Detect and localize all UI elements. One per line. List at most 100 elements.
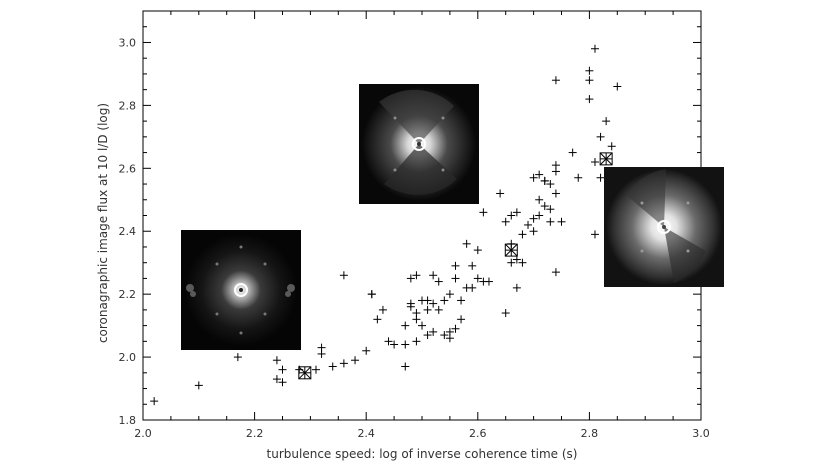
data-point <box>590 230 599 239</box>
data-point <box>557 217 566 226</box>
data-point <box>339 359 348 368</box>
data-point <box>529 214 538 223</box>
data-point <box>328 362 337 371</box>
data-point <box>613 82 622 91</box>
data-point <box>529 173 538 182</box>
data-point <box>390 340 399 349</box>
data-point <box>457 315 466 324</box>
data-point <box>524 220 533 229</box>
data-point <box>546 205 555 214</box>
data-point <box>362 346 371 355</box>
data-point <box>440 296 449 305</box>
data-point <box>512 283 521 292</box>
data-point <box>412 271 421 280</box>
data-point <box>429 299 438 308</box>
x-tick-label: 2.8 <box>581 427 599 440</box>
data-point <box>434 277 443 286</box>
data-point <box>351 356 360 365</box>
high-turbulence-coronagraphic-image <box>604 167 724 287</box>
data-point <box>574 173 583 182</box>
data-point <box>585 95 594 104</box>
x-tick-label: 3.0 <box>692 427 710 440</box>
data-point <box>568 148 577 157</box>
y-tick-label: 3.0 <box>119 36 137 49</box>
data-point <box>479 208 488 217</box>
data-point <box>311 365 320 374</box>
data-point <box>445 334 454 343</box>
data-point <box>194 381 203 390</box>
data-point <box>507 258 516 267</box>
data-point <box>412 337 421 346</box>
data-point <box>518 230 527 239</box>
data-point <box>546 180 555 189</box>
data-point <box>507 211 516 220</box>
data-point <box>551 189 560 198</box>
data-point <box>607 142 616 151</box>
data-point <box>429 271 438 280</box>
data-point <box>457 296 466 305</box>
data-point <box>501 217 510 226</box>
data-point <box>590 44 599 53</box>
data-point <box>473 274 482 283</box>
data-point <box>451 261 460 270</box>
data-point <box>451 274 460 283</box>
data-point <box>551 268 560 277</box>
highlighted-points <box>298 152 613 380</box>
data-point <box>540 176 549 185</box>
data-point <box>272 356 281 365</box>
data-point <box>496 189 505 198</box>
y-tick-label: 2.4 <box>119 225 137 238</box>
data-point <box>434 305 443 314</box>
data-point <box>412 315 421 324</box>
data-point <box>590 158 599 167</box>
highlighted-point <box>298 366 312 380</box>
data-point <box>451 324 460 333</box>
data-point <box>373 315 382 324</box>
data-point <box>535 195 544 204</box>
data-point <box>546 217 555 226</box>
data-point <box>378 305 387 314</box>
data-point <box>585 66 594 75</box>
data-point <box>406 274 415 283</box>
data-point <box>551 76 560 85</box>
data-point <box>602 117 611 126</box>
data-points <box>150 44 622 406</box>
axes: 2.0 2.2 2.4 2.6 2.8 3.01.82.02.22.42.62.83.0 <box>119 10 710 440</box>
y-tick-label: 2.8 <box>119 99 137 112</box>
x-tick-label: 2.4 <box>357 427 375 440</box>
data-point <box>406 299 415 308</box>
data-point <box>278 365 287 374</box>
y-tick-label: 2.6 <box>119 162 137 175</box>
data-point <box>585 76 594 85</box>
data-point <box>518 258 527 267</box>
data-point <box>596 132 605 141</box>
data-point <box>423 296 432 305</box>
data-point <box>512 255 521 264</box>
data-point <box>512 208 521 217</box>
data-point <box>462 239 471 248</box>
data-point <box>535 211 544 220</box>
data-point <box>540 202 549 211</box>
data-point <box>440 331 449 340</box>
data-point <box>401 362 410 371</box>
x-tick-label: 2.6 <box>469 427 487 440</box>
y-tick-label: 1.8 <box>119 414 137 427</box>
low-turbulence-coronagraphic-image <box>181 230 301 350</box>
y-tick-label: 2.2 <box>119 288 137 301</box>
medium-turbulence-coronagraphic-image <box>359 84 479 204</box>
data-point <box>423 331 432 340</box>
data-point <box>423 305 432 314</box>
y-tick-label: 2.0 <box>119 351 137 364</box>
data-point <box>535 170 544 179</box>
data-point <box>468 261 477 270</box>
data-point <box>418 321 426 330</box>
data-point <box>596 173 605 182</box>
data-point <box>429 327 438 336</box>
data-point <box>445 290 454 299</box>
x-tick-label: 2.0 <box>134 427 152 440</box>
data-point <box>278 378 287 387</box>
data-point <box>529 227 538 236</box>
data-point <box>401 321 410 330</box>
data-point <box>317 349 326 358</box>
